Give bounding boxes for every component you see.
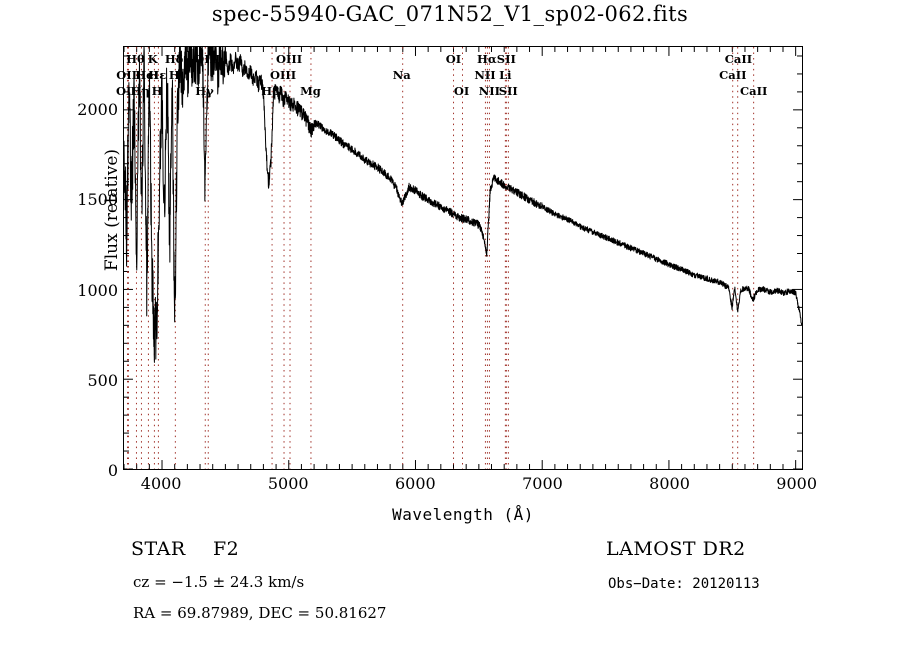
x-tick-7000: 7000 [522,474,563,493]
y-tick-1500: 1500 [77,190,118,210]
y-tick-2000: 2000 [77,100,118,120]
x-tick-8000: 8000 [649,474,690,493]
y-axis-tick-labels: 0 500 1000 1500 2000 [50,46,118,480]
y-tick-1000: 1000 [77,280,118,300]
x-tick-4000: 4000 [140,474,182,493]
x-tick-9000: 9000 [776,474,817,493]
redshift-value: cz = −1.5 ± 24.3 km/s [133,573,305,591]
obs-date: Obs−Date: 20120113 [608,576,760,592]
object-class: STAR [131,538,186,560]
x-tick-5000: 5000 [267,474,309,493]
spectrum-trace [124,47,802,363]
spectrum-canvas [124,47,802,469]
x-tick-6000: 6000 [394,474,436,493]
y-tick-500: 500 [87,370,118,390]
coordinates: RA = 69.87989, DEC = 50.81627 [133,604,387,622]
x-axis-tick-labels: 4000 5000 6000 7000 8000 9000 [123,474,817,500]
x-axis-title: Wavelength (Å) [392,505,534,524]
y-tick-0: 0 [107,461,118,480]
spectral-type: F2 [213,538,240,560]
page-title: spec-55940-GAC_071N52_V1_sp02-062.fits [211,2,689,26]
y-axis-title: Flux (relative) [102,148,122,272]
line-marker-guides [126,47,755,469]
survey-label: LAMOST DR2 [606,538,746,560]
plot-area [123,46,803,470]
axis-ticks [124,47,802,469]
